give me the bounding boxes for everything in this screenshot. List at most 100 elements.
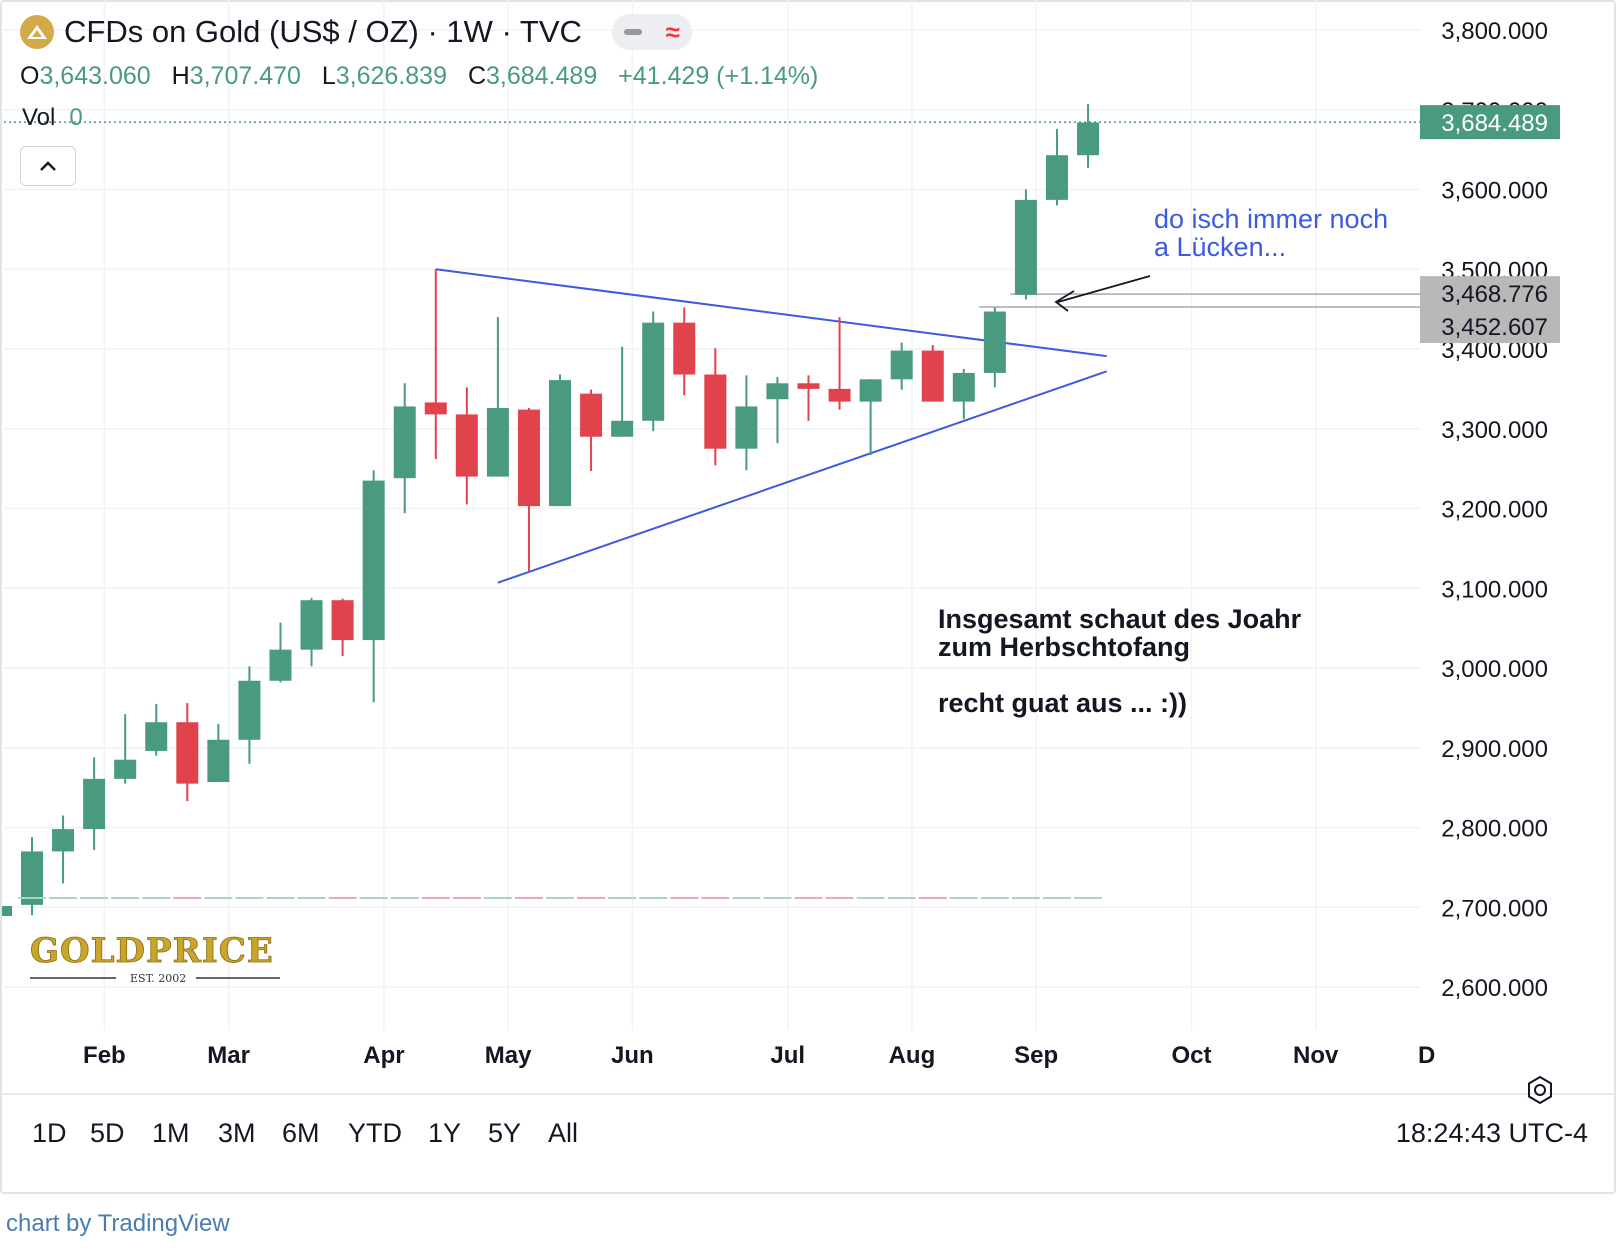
candle[interactable] xyxy=(517,408,540,572)
candle-body xyxy=(238,680,261,740)
candle[interactable] xyxy=(83,757,106,850)
x-tick-label: Oct xyxy=(1171,1042,1211,1069)
volume-legend: Vol 0 xyxy=(22,104,83,132)
tradingview-credit[interactable]: chart by TradingView xyxy=(6,1210,230,1237)
y-tick-label: 3,200.000 xyxy=(1441,497,1548,524)
candle-body xyxy=(952,372,975,402)
candle[interactable] xyxy=(269,622,292,683)
candle[interactable] xyxy=(766,376,789,444)
candle[interactable] xyxy=(797,375,820,421)
y-tick-label: 3,800.000 xyxy=(1441,18,1548,45)
candle[interactable] xyxy=(393,383,416,514)
annotation-gap-line2[interactable]: a Lücken... xyxy=(1154,232,1286,262)
candle[interactable] xyxy=(580,389,603,472)
horizontal-levels: 3,468.776 3,452.607 xyxy=(979,276,1560,344)
symbol-legend[interactable]: CFDs on Gold (US$ / OZ) · 1W · TVC ≈ xyxy=(20,14,692,50)
ohlc-values: O3,643.060 H3,707.470 L3,626.839 C3,684.… xyxy=(20,62,832,91)
range-5d[interactable]: 5D xyxy=(90,1118,125,1148)
close-value: 3,684.489 xyxy=(486,62,598,90)
candle[interactable] xyxy=(611,346,634,437)
triangle-lower-line[interactable] xyxy=(497,370,1108,584)
candle[interactable] xyxy=(952,368,975,420)
annotation-summary-line2[interactable]: zum Herbschtofang xyxy=(938,632,1190,662)
candle-body xyxy=(983,311,1006,373)
triangle-upper-line[interactable] xyxy=(435,268,1107,358)
annotation-arrowhead xyxy=(1054,290,1075,312)
candle-body xyxy=(269,649,292,681)
candle[interactable] xyxy=(486,317,509,477)
y-tick-label: 3,300.000 xyxy=(1441,417,1548,444)
collapse-legend-button[interactable] xyxy=(20,146,76,186)
candle[interactable] xyxy=(735,375,758,471)
candle[interactable] xyxy=(1077,104,1100,168)
candle[interactable] xyxy=(890,342,913,390)
last-price-label: 3,684.489 xyxy=(1441,110,1548,137)
minus-icon[interactable] xyxy=(623,29,642,35)
candle[interactable] xyxy=(331,598,354,657)
last-price-line: 3,684.489 xyxy=(4,105,1560,140)
range-ytd[interactable]: YTD xyxy=(348,1118,402,1148)
symbol-title[interactable]: CFDs on Gold (US$ / OZ) · 1W · TVC xyxy=(64,14,582,49)
price-chart[interactable]: 2,600.000 2,700.000 2,800.000 2,900.000 3,00… xyxy=(0,0,1620,1100)
candle-body xyxy=(766,383,789,400)
y-axis: 2,600.000 2,700.000 2,800.000 2,900.000 3,00… xyxy=(1441,18,1548,1002)
range-1m[interactable]: 1M xyxy=(152,1118,190,1148)
candle[interactable] xyxy=(859,379,882,456)
candle[interactable] xyxy=(207,723,230,783)
candle-body xyxy=(859,379,882,402)
x-axis: Feb Mar Apr May Jun Jul Aug Sep Oct Nov D xyxy=(83,1042,1435,1069)
range-1d[interactable]: 1D xyxy=(32,1118,67,1148)
annotation-summary-line3[interactable]: recht guat aus ... :)) xyxy=(938,688,1187,718)
range-5y[interactable]: 5Y xyxy=(488,1118,522,1148)
clock-timezone[interactable]: 18:24:43 UTC-4 xyxy=(1395,1118,1588,1148)
candle-body xyxy=(828,388,851,402)
y-tick-label: 3,000.000 xyxy=(1441,656,1548,683)
candle[interactable] xyxy=(145,703,168,756)
axis-settings-button[interactable] xyxy=(1524,1074,1556,1106)
annotation-summary-line1[interactable]: Insgesamt schaut des Joahr xyxy=(938,604,1302,634)
candle[interactable] xyxy=(921,345,944,402)
candle[interactable] xyxy=(455,387,478,505)
candle[interactable] xyxy=(1014,189,1037,300)
open-label: O xyxy=(20,62,40,90)
candle[interactable] xyxy=(642,311,665,432)
candle[interactable] xyxy=(549,374,572,507)
candle[interactable] xyxy=(983,307,1006,388)
range-6m[interactable]: 6M xyxy=(282,1118,320,1148)
candle[interactable] xyxy=(176,703,199,802)
candle[interactable] xyxy=(114,714,137,784)
candle[interactable] xyxy=(673,307,696,396)
candle[interactable] xyxy=(21,837,43,916)
candle[interactable] xyxy=(300,597,323,667)
x-tick-label: Sep xyxy=(1014,1042,1058,1069)
candle[interactable] xyxy=(52,815,75,884)
candle-body xyxy=(642,322,665,421)
open-value: 3,643.060 xyxy=(39,62,151,90)
chevron-up-icon xyxy=(40,161,56,171)
grid xyxy=(0,0,1616,1095)
candle-body xyxy=(21,851,43,905)
y-tick-label: 2,900.000 xyxy=(1441,736,1548,763)
candle-body xyxy=(145,722,168,751)
candle[interactable] xyxy=(238,666,261,764)
range-all[interactable]: All xyxy=(548,1118,579,1148)
annotation-arrow-line[interactable] xyxy=(1057,275,1151,303)
candle[interactable] xyxy=(362,470,385,703)
volume-label: Vol xyxy=(22,104,56,131)
range-3m[interactable]: 3M xyxy=(218,1118,256,1148)
candle-body xyxy=(52,829,75,852)
legend-toggle-pill[interactable]: ≈ xyxy=(611,14,692,50)
candle[interactable] xyxy=(828,317,851,410)
candle[interactable] xyxy=(1045,128,1068,206)
x-tick-label: Jun xyxy=(611,1042,654,1069)
candle[interactable] xyxy=(424,269,447,460)
candle-body xyxy=(331,600,354,641)
x-tick-label: May xyxy=(485,1042,532,1069)
approx-icon[interactable]: ≈ xyxy=(665,16,680,47)
range-1y[interactable]: 1Y xyxy=(428,1118,462,1148)
goldprice-logo-est: EST. 2002 xyxy=(130,972,186,985)
candle-body xyxy=(486,408,509,477)
annotation-gap-line1[interactable]: do isch immer noch xyxy=(1154,204,1388,234)
candle[interactable] xyxy=(704,348,727,466)
